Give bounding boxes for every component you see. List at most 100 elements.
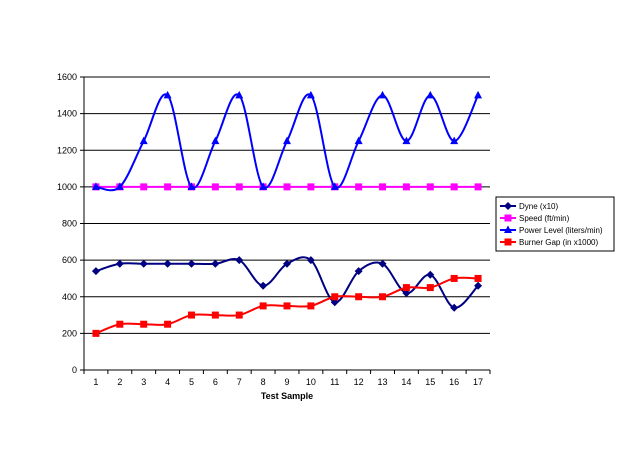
data-point: [450, 303, 459, 312]
data-point: [355, 293, 363, 301]
data-point: [474, 281, 483, 290]
x-tick-label: 10: [306, 377, 316, 387]
x-tick-label: 12: [354, 377, 364, 387]
data-point: [354, 136, 363, 145]
data-point: [402, 284, 410, 292]
y-tick-label: 1000: [57, 182, 77, 192]
x-tick-label: 2: [117, 377, 122, 387]
data-point: [163, 90, 172, 99]
data-point: [259, 302, 267, 310]
legend-swatch-marker: [504, 238, 512, 246]
gridlines: [84, 76, 490, 334]
data-point: [355, 183, 363, 191]
data-point: [283, 259, 291, 268]
series-burner-gap-in-x1000: [92, 274, 482, 337]
data-point: [402, 136, 411, 145]
data-point: [139, 259, 148, 268]
x-tick-label: 13: [378, 377, 388, 387]
data-point: [378, 259, 387, 268]
data-point: [115, 259, 124, 268]
series-power-level-liters-min: [91, 90, 483, 192]
data-point: [91, 182, 100, 190]
x-axis-tick-labels: 1 2 3 4 5 6 7 8 9 10 11 12 13 14 15 16 17: [83, 370, 491, 387]
data-point: [402, 183, 410, 191]
data-point: [115, 182, 124, 190]
legend-swatch-marker: [504, 202, 512, 210]
data-point: [306, 256, 315, 265]
x-tick-label: 8: [261, 377, 266, 387]
data-point: [283, 183, 291, 191]
data-point: [426, 90, 435, 99]
legend-label: Dyne (x10): [519, 202, 558, 211]
data-point: [378, 90, 387, 99]
data-point: [139, 136, 148, 145]
y-tick-label: 600: [62, 255, 77, 265]
data-point: [426, 284, 434, 292]
legend-item: Power Level (liters/min): [500, 225, 603, 235]
data-point: [163, 259, 172, 268]
legend-label: Burner Gap (in x1000): [519, 238, 598, 247]
data-point: [331, 293, 339, 301]
data-point: [211, 259, 220, 268]
data-point: [426, 183, 434, 191]
x-tick-label: 5: [189, 377, 194, 387]
data-point: [116, 320, 124, 328]
y-tick-label: 800: [62, 219, 77, 229]
data-point: [474, 274, 482, 282]
data-point: [187, 311, 195, 319]
data-point: [379, 293, 387, 301]
x-axis-title: Test Sample: [261, 391, 313, 401]
data-point: [330, 182, 339, 190]
data-point: [187, 259, 196, 268]
data-point: [259, 281, 268, 290]
data-point: [379, 183, 387, 191]
data-point: [211, 311, 219, 319]
data-point: [259, 182, 268, 190]
data-point: [235, 90, 244, 99]
legend-swatch-marker: [504, 214, 512, 222]
legend-item: Dyne (x10): [500, 202, 558, 211]
legend-item: Burner Gap (in x1000): [500, 238, 598, 247]
x-tick-label: 4: [165, 377, 170, 387]
data-point: [426, 270, 435, 279]
y-axis-tick-labels: 0 200 400 600 800 1000 1200 1400 1600: [57, 72, 84, 375]
data-point: [307, 302, 315, 310]
y-tick-label: 1400: [57, 109, 77, 119]
data-point: [92, 329, 100, 337]
x-tick-label: 3: [141, 377, 146, 387]
x-tick-label: 17: [473, 377, 483, 387]
data-point: [164, 183, 172, 191]
data-point: [354, 267, 363, 276]
data-point: [164, 320, 172, 328]
x-tick-label: 15: [425, 377, 435, 387]
data-point: [211, 183, 219, 191]
y-tick-label: 200: [62, 328, 77, 338]
y-tick-label: 400: [62, 292, 77, 302]
y-tick-label: 0: [72, 365, 77, 375]
x-tick-label: 16: [449, 377, 459, 387]
y-tick-label: 1600: [57, 72, 77, 82]
legend-label: Power Level (liters/min): [519, 226, 603, 235]
x-tick-label: 6: [213, 377, 218, 387]
data-point: [140, 320, 148, 328]
series-speed-ft-min: [92, 183, 482, 191]
data-point: [283, 302, 291, 310]
x-tick-label: 7: [237, 377, 242, 387]
y-tick-label: 1200: [57, 145, 77, 155]
x-tick-label: 11: [330, 377, 339, 387]
data-point: [211, 136, 220, 145]
data-point: [474, 90, 483, 99]
data-point: [307, 183, 315, 191]
data-point: [140, 183, 148, 191]
data-point: [306, 90, 315, 99]
series-dyne-x10: [91, 256, 483, 312]
data-point: [474, 183, 482, 191]
data-point: [450, 136, 459, 145]
legend: Dyne (x10) Speed (ft/min) Power Level (lit…: [495, 196, 615, 252]
legend-label: Speed (ft/min): [519, 214, 570, 223]
data-point: [450, 183, 458, 191]
series-group: [91, 90, 483, 337]
x-tick-label: 9: [284, 377, 289, 387]
x-tick-label: 14: [401, 377, 411, 387]
